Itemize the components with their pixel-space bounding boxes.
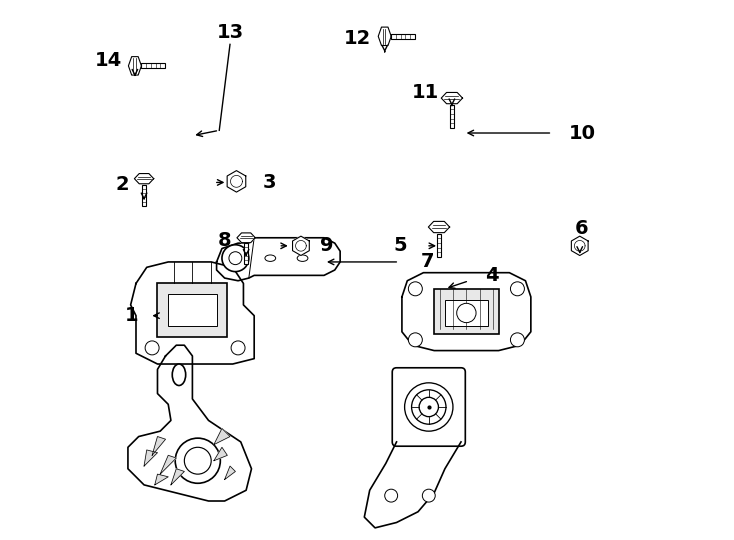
Text: 13: 13 — [217, 23, 244, 42]
Bar — [449, 105, 454, 128]
Polygon shape — [378, 27, 391, 45]
Bar — [142, 185, 146, 206]
Bar — [142, 64, 165, 68]
Circle shape — [457, 303, 476, 322]
Polygon shape — [293, 236, 309, 255]
FancyBboxPatch shape — [392, 368, 465, 446]
Polygon shape — [131, 262, 254, 364]
Polygon shape — [225, 466, 236, 480]
Circle shape — [145, 341, 159, 355]
Circle shape — [422, 489, 435, 502]
Circle shape — [510, 333, 524, 347]
Text: 2: 2 — [116, 174, 129, 193]
Text: 3: 3 — [262, 173, 276, 192]
Bar — [434, 289, 498, 334]
Polygon shape — [429, 221, 450, 233]
Circle shape — [412, 390, 446, 424]
Bar — [244, 244, 248, 264]
Circle shape — [510, 282, 524, 296]
Ellipse shape — [297, 255, 308, 261]
Circle shape — [419, 397, 438, 417]
Bar — [391, 34, 415, 39]
Bar — [437, 233, 441, 257]
Text: 7: 7 — [421, 252, 435, 272]
Circle shape — [175, 438, 220, 483]
Text: 9: 9 — [320, 237, 334, 255]
Polygon shape — [214, 428, 230, 444]
Text: 10: 10 — [568, 124, 595, 143]
Circle shape — [385, 489, 398, 502]
Text: 14: 14 — [95, 51, 122, 70]
Circle shape — [222, 245, 249, 272]
Circle shape — [184, 447, 211, 474]
Circle shape — [404, 383, 453, 431]
Polygon shape — [160, 455, 176, 474]
Text: 12: 12 — [344, 30, 371, 49]
Polygon shape — [364, 442, 461, 528]
Polygon shape — [571, 236, 588, 255]
Polygon shape — [171, 469, 184, 485]
Polygon shape — [214, 447, 228, 461]
Text: 1: 1 — [125, 306, 139, 325]
Polygon shape — [227, 171, 246, 192]
Polygon shape — [128, 57, 142, 75]
Ellipse shape — [172, 364, 186, 386]
Polygon shape — [217, 238, 340, 281]
Text: 8: 8 — [218, 231, 232, 250]
Text: 6: 6 — [575, 219, 589, 238]
Bar — [158, 284, 228, 337]
Circle shape — [231, 341, 245, 355]
Text: 4: 4 — [485, 266, 499, 285]
Polygon shape — [155, 474, 168, 485]
Ellipse shape — [265, 255, 276, 261]
Polygon shape — [441, 92, 462, 104]
Text: 11: 11 — [413, 83, 440, 102]
Polygon shape — [144, 450, 158, 466]
Bar — [168, 294, 217, 326]
Polygon shape — [134, 173, 153, 184]
Bar — [445, 300, 488, 326]
Circle shape — [229, 252, 241, 265]
Circle shape — [408, 333, 422, 347]
Text: 5: 5 — [393, 237, 407, 255]
Polygon shape — [152, 436, 166, 455]
Circle shape — [408, 282, 422, 296]
Polygon shape — [402, 273, 531, 350]
Polygon shape — [128, 345, 252, 501]
Polygon shape — [237, 233, 255, 242]
